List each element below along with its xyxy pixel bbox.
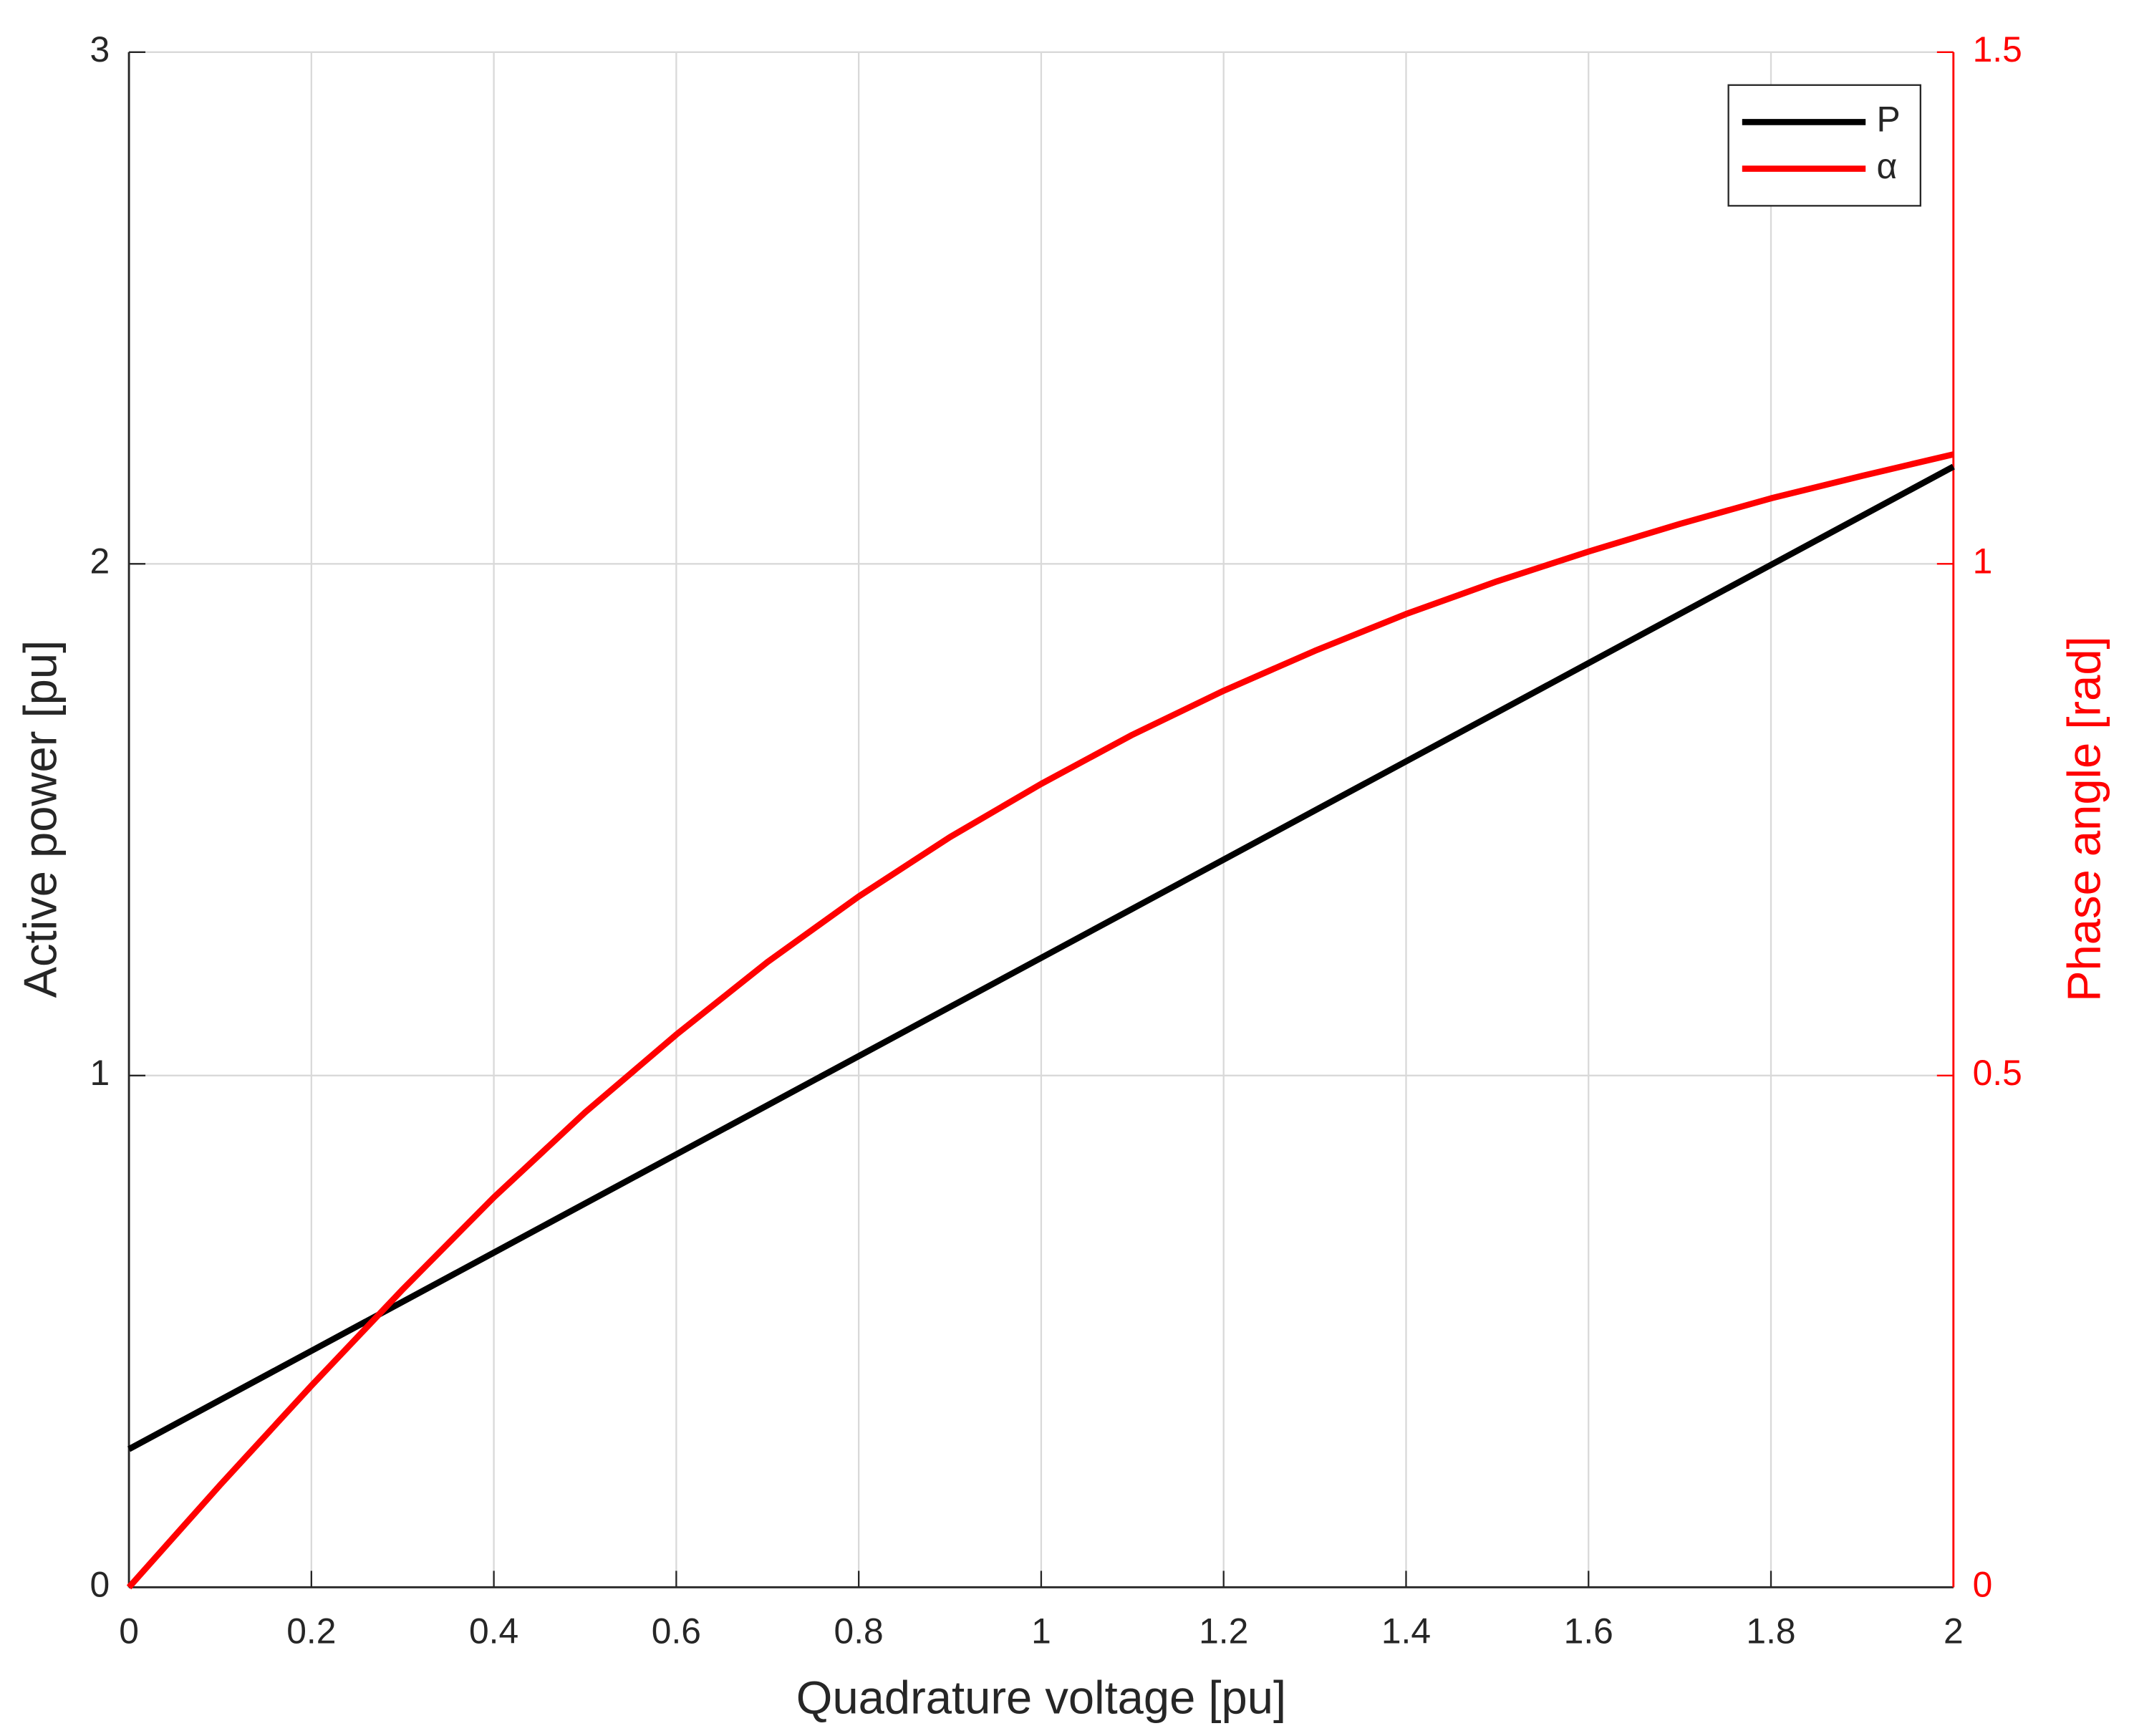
y2-tick-label: 1	[1973, 541, 1993, 581]
y-tick-label: 3	[90, 29, 110, 69]
x-axis-label: Quadrature voltage [pu]	[796, 1672, 1286, 1724]
y-axis-label: Active power [pu]	[14, 640, 67, 998]
x-tick-label: 1.2	[1199, 1611, 1248, 1651]
x-tick-label: 0.2	[286, 1611, 336, 1651]
y-tick-label: 2	[90, 541, 110, 581]
y-tick-label: 0	[90, 1565, 110, 1605]
x-tick-label: 1.4	[1381, 1611, 1431, 1651]
y-tick-label: 1	[90, 1053, 110, 1093]
x-tick-label: 0.6	[652, 1611, 701, 1651]
x-tick-label: 0.8	[834, 1611, 884, 1651]
x-tick-label: 0.4	[469, 1611, 518, 1651]
line-series	[127, 463, 1955, 1452]
legend-box	[1727, 84, 1921, 207]
x-tick-label: 0	[119, 1611, 139, 1651]
y2-tick-label: 0.5	[1973, 1053, 2022, 1093]
y2-axis-label: Phase angle [rad]	[2058, 636, 2110, 1002]
x-tick-label: 1.6	[1564, 1611, 1613, 1651]
x-tick-label: 1.8	[1746, 1611, 1795, 1651]
line-series	[126, 451, 1954, 1590]
x-tick-label: 2	[1944, 1611, 1964, 1651]
legend-label: P	[1877, 100, 1901, 140]
x-tick-label: 1	[1031, 1611, 1051, 1651]
legend-label: α	[1877, 146, 1898, 186]
y2-tick-label: 1.5	[1973, 29, 2022, 69]
y2-tick-label: 0	[1973, 1565, 1993, 1605]
